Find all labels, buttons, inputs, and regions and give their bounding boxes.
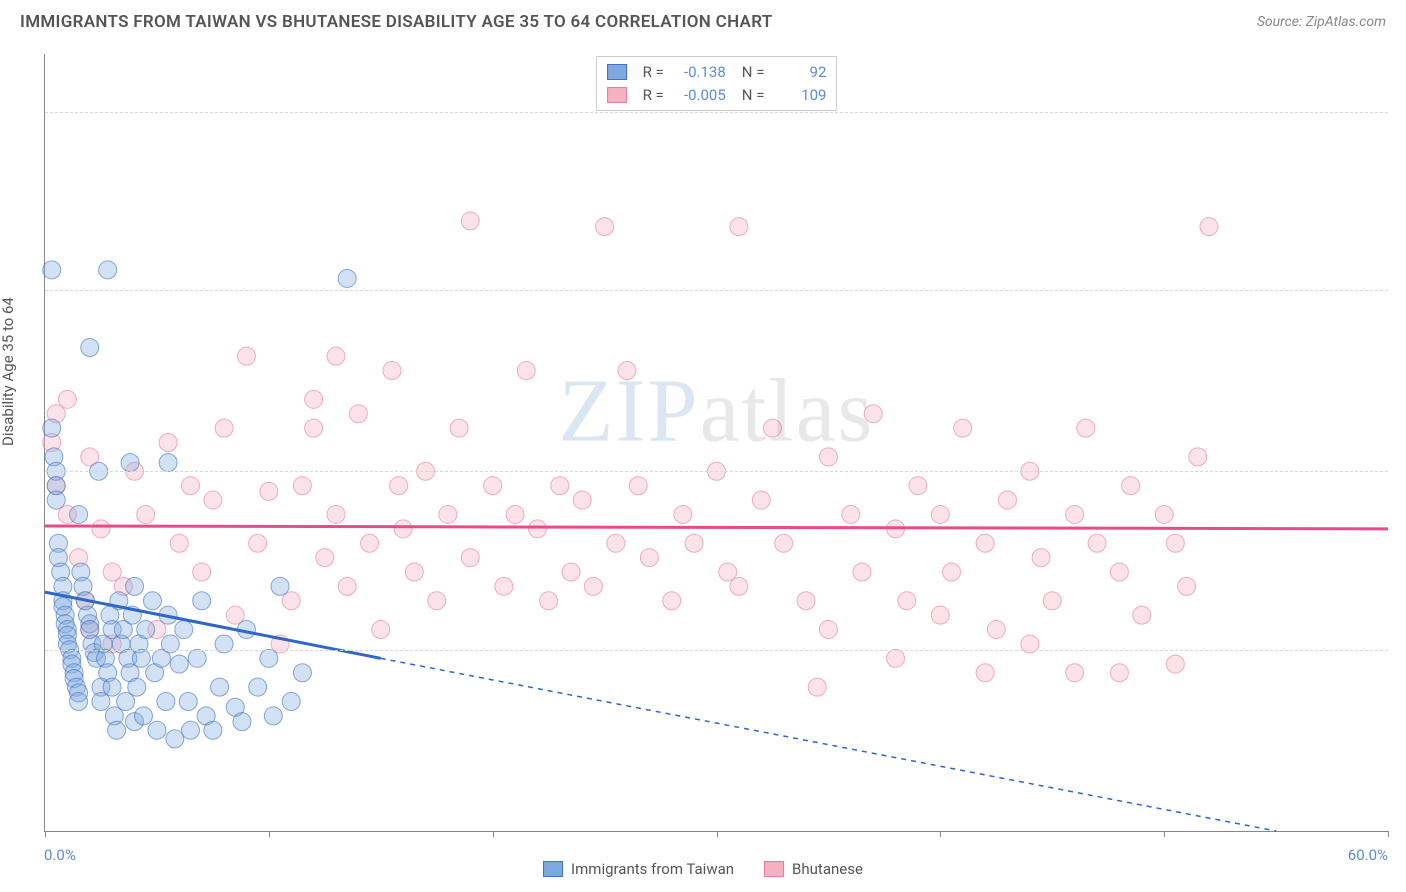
source-label: Source: ZipAtlas.com <box>1257 14 1386 30</box>
swatch-bhutanese-icon <box>764 861 784 877</box>
y-axis-label: Disability Age 35 to 64 <box>0 297 17 446</box>
y-tick-label: 18.8% <box>1394 281 1406 299</box>
stats-legend-box: R = -0.138 N = 92 R = -0.005 N = 109 <box>596 56 838 111</box>
x-axis-min: 0.0% <box>44 846 76 864</box>
swatch-taiwan <box>607 64 627 80</box>
y-tick-label: 6.3% <box>1394 641 1406 659</box>
chart-title: IMMIGRANTS FROM TAIWAN VS BHUTANESE DISA… <box>20 12 773 32</box>
x-axis-max: 60.0% <box>1348 846 1388 864</box>
y-tick-label: 25.0% <box>1394 103 1406 121</box>
plot-area: ZIPatlas R = -0.138 N = 92 R = -0.005 N … <box>44 54 1388 832</box>
legend-item-taiwan: Immigrants from Taiwan <box>543 860 734 878</box>
scatter-svg <box>45 54 1388 831</box>
stats-row-taiwan: R = -0.138 N = 92 <box>607 61 827 84</box>
swatch-bhutanese <box>607 87 627 103</box>
swatch-taiwan-icon <box>543 861 563 877</box>
legend-label-bhutanese: Bhutanese <box>792 860 863 878</box>
bottom-legend: Immigrants from Taiwan Bhutanese <box>543 860 863 878</box>
y-tick-label: 12.5% <box>1394 462 1406 480</box>
legend-label-taiwan: Immigrants from Taiwan <box>571 860 734 878</box>
stats-row-bhutanese: R = -0.005 N = 109 <box>607 84 827 107</box>
legend-item-bhutanese: Bhutanese <box>764 860 863 878</box>
